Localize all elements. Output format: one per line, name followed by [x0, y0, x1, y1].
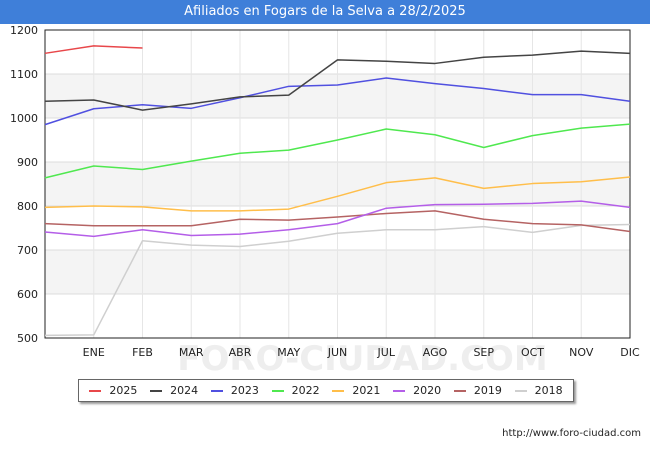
- x-tick-label: DIC: [620, 346, 640, 359]
- legend-swatch: [453, 389, 466, 392]
- x-tick-label: MAY: [277, 346, 300, 359]
- legend-item-2023: 2023: [210, 384, 259, 397]
- series-line-2021: [44, 176, 631, 212]
- chart-title: Afiliados en Fogars de la Selva a 28/2/2…: [0, 0, 650, 24]
- watermark: FORO-CIUDAD.COM: [177, 339, 548, 379]
- y-tick-label: 500: [17, 332, 38, 345]
- x-tick-label: JUL: [377, 346, 396, 359]
- legend-label: 2018: [534, 384, 563, 397]
- legend-label: 2020: [413, 384, 442, 397]
- legend-swatch: [393, 389, 406, 392]
- legend-swatch: [271, 389, 284, 392]
- series-line-2020: [44, 200, 631, 238]
- plot-frame: [44, 29, 631, 339]
- y-tick-label: 900: [17, 156, 38, 169]
- series-line-2024: [44, 50, 631, 111]
- x-tick-label: ENE: [83, 346, 105, 359]
- y-tick-label: 1100: [10, 68, 38, 81]
- legend-label: 2019: [473, 384, 502, 397]
- legend-swatch: [89, 389, 102, 392]
- legend-label: 2023: [230, 384, 259, 397]
- legend-item-2019: 2019: [453, 384, 502, 397]
- y-tick-label: 700: [17, 244, 38, 257]
- legend-swatch: [514, 389, 527, 392]
- legend-label: 2022: [291, 384, 320, 397]
- legend-swatch: [150, 389, 163, 392]
- legend-item-2022: 2022: [271, 384, 320, 397]
- x-tick-label: OCT: [521, 346, 544, 359]
- legend-label: 2024: [170, 384, 199, 397]
- series-line-2019: [44, 210, 631, 233]
- legend-label: 2025: [109, 384, 138, 397]
- x-tick-label: NOV: [569, 346, 594, 359]
- legend-item-2021: 2021: [332, 384, 380, 397]
- y-tick-label: 1200: [10, 24, 38, 37]
- series-line-2023: [44, 77, 631, 126]
- chart-legend: 2025 2024 2023 2022 2021 2020 2019 2018: [78, 379, 574, 402]
- series-line-2025: [44, 45, 143, 55]
- legend-swatch: [332, 389, 345, 392]
- x-tick-label: JUN: [327, 346, 348, 359]
- x-tick-label: ABR: [229, 346, 252, 359]
- legend-label: 2021: [352, 384, 381, 397]
- x-tick-label: FEB: [132, 346, 153, 359]
- series-line-2018: [44, 223, 631, 337]
- x-tick-label: MAR: [179, 346, 204, 359]
- legend-item-2024: 2024: [150, 384, 198, 397]
- source-url: http://www.foro-ciudad.com: [502, 428, 641, 439]
- x-tick-label: SEP: [473, 346, 494, 359]
- legend-item-2018: 2018: [514, 384, 563, 397]
- legend-item-2025: 2025: [89, 384, 137, 397]
- y-tick-label: 600: [17, 288, 38, 301]
- y-tick-label: 800: [17, 200, 38, 213]
- legend-swatch: [210, 389, 223, 392]
- x-tick-label: AGO: [423, 346, 448, 359]
- y-tick-label: 1000: [10, 112, 38, 125]
- series-line-2022: [44, 123, 631, 179]
- legend-item-2020: 2020: [393, 384, 441, 397]
